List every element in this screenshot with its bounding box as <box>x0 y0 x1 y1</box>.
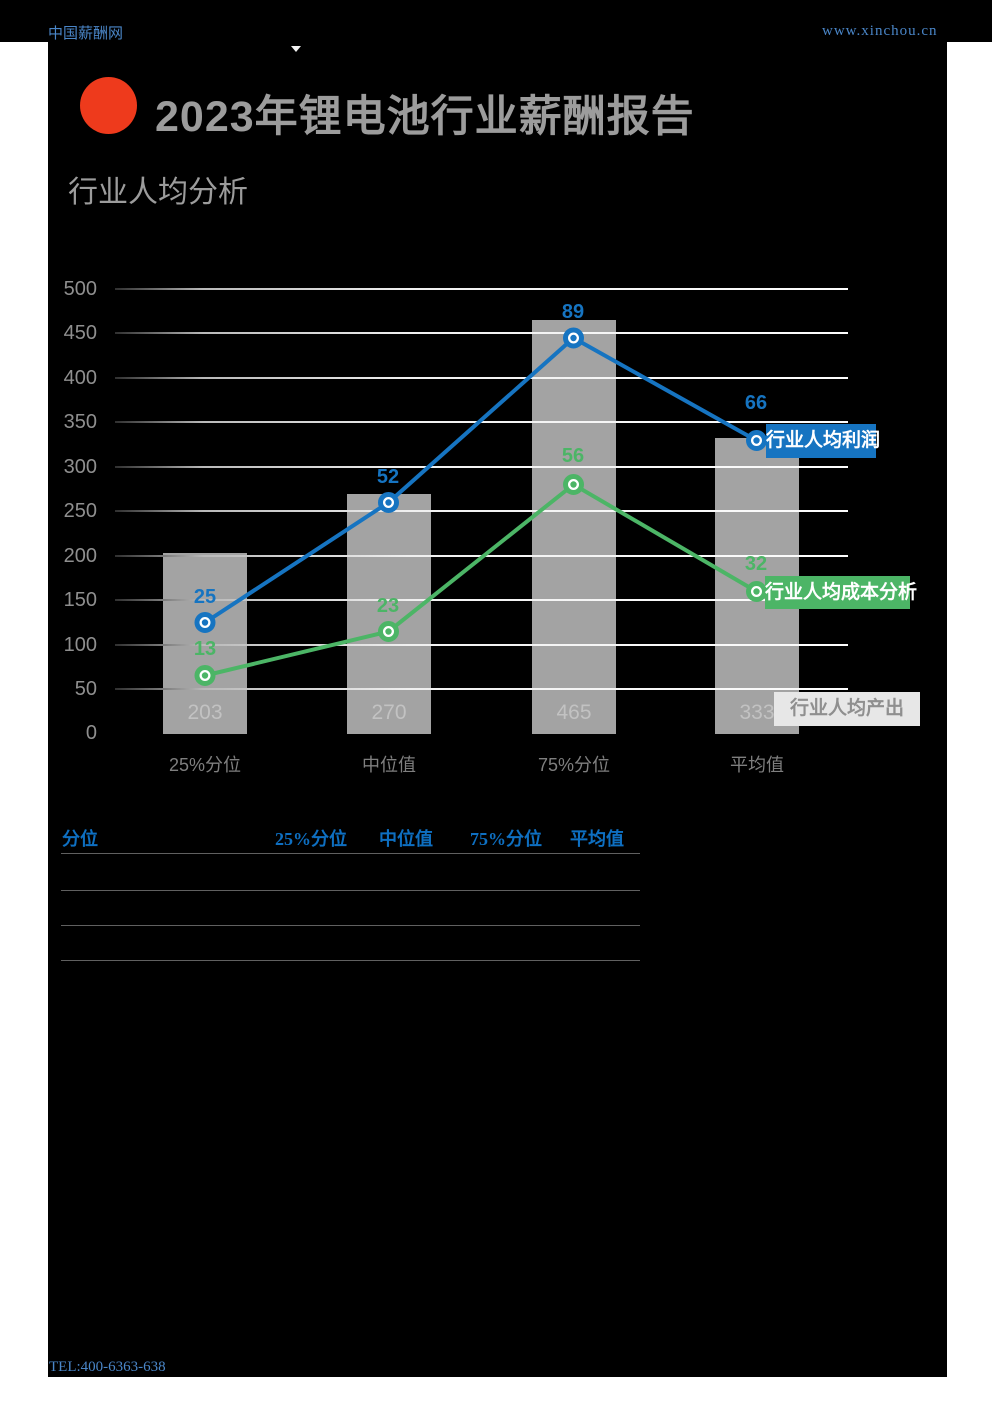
dropdown-arrow-icon[interactable] <box>291 46 301 52</box>
y-axis-tick: 350 <box>63 411 97 433</box>
cost-point-label: 13 <box>193 638 217 660</box>
bar-25pct <box>163 553 247 734</box>
y-axis-tick: 150 <box>63 589 97 611</box>
gridline-400 <box>115 377 848 379</box>
gridline-100 <box>115 644 848 646</box>
cost-markers <box>194 474 767 686</box>
legend-profit: 行业人均利润 <box>766 424 880 458</box>
legend-output: 行业人均产出 <box>774 692 920 726</box>
y-axis-tick: 450 <box>63 322 97 344</box>
bar-value-label: 203 <box>187 701 223 724</box>
gridline-50 <box>115 688 848 690</box>
bar-median <box>347 494 431 734</box>
line-series-plot <box>194 327 767 686</box>
table-header-75pct: 75%分位 <box>470 829 542 849</box>
cost-point-label: 56 <box>561 445 585 467</box>
profit-markers <box>194 327 767 633</box>
profit-point-label: 66 <box>744 392 768 414</box>
y-axis-tick: 200 <box>63 545 97 567</box>
legend-cost: 行业人均成本分析 <box>765 576 917 609</box>
y-axis-tick: 0 <box>85 722 97 744</box>
gridline-450 <box>115 332 848 334</box>
x-axis-label: 75%分位 <box>537 755 611 775</box>
top-bar <box>0 0 992 42</box>
y-axis-tick: 400 <box>63 367 97 389</box>
profit-point-label: 89 <box>561 301 585 323</box>
title-bullet-icon <box>80 77 137 134</box>
table-header-fenwei: 分位 <box>62 829 98 849</box>
gridline-250 <box>115 510 848 512</box>
bar-value-label: 465 <box>556 701 592 724</box>
x-axis-label: 25%分位 <box>168 755 242 775</box>
x-axis-label: 中位值 <box>362 755 416 775</box>
y-axis-tick: 50 <box>74 678 97 700</box>
cost-point-label: 32 <box>744 553 768 575</box>
gridline-500 <box>115 288 848 290</box>
cost-line <box>204 482 758 678</box>
bar-value-label: 333 <box>739 701 775 724</box>
profit-point-label: 25 <box>193 586 217 608</box>
y-axis-tick: 250 <box>63 500 97 522</box>
table-header-median: 中位值 <box>379 829 433 849</box>
table-row-divider <box>61 890 640 891</box>
profit-point-label: 52 <box>376 466 400 488</box>
table-header-average: 平均值 <box>570 829 624 849</box>
table-header-25pct: 25%分位 <box>275 829 347 849</box>
section-title: 行业人均分析 <box>68 176 248 209</box>
profit-line <box>203 335 758 625</box>
cost-point-label: 23 <box>376 595 400 617</box>
site-url-link[interactable]: www.xinchou.cn <box>822 23 938 39</box>
page-title: 2023年锂电池行业薪酬报告 <box>155 93 695 141</box>
site-name: 中国薪酬网 <box>48 26 124 42</box>
table-row-divider <box>61 960 640 961</box>
table-row-divider <box>61 925 640 926</box>
gridline-150 <box>115 599 848 601</box>
y-axis-tick: 100 <box>63 634 97 656</box>
bar-75pct <box>532 320 616 734</box>
footer-tel: TEL:400-6363-638 <box>49 1359 166 1375</box>
y-axis-tick: 500 <box>63 278 97 300</box>
x-axis-label: 平均值 <box>730 755 784 775</box>
gridline-300 <box>115 466 848 468</box>
y-axis-tick: 300 <box>63 456 97 478</box>
bar-value-label: 270 <box>371 701 407 724</box>
table-row-divider <box>61 853 640 854</box>
